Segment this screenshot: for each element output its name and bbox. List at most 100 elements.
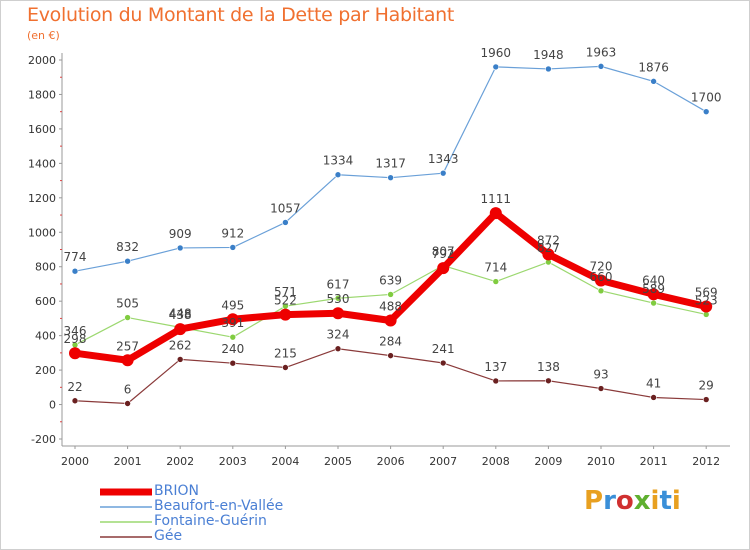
data-point [545,65,552,73]
data-label: 448 [169,306,192,320]
x-tick-label: 2009 [534,455,562,468]
data-label: 298 [64,332,87,346]
chart-unit-label: (en €) [27,29,60,42]
data-label: 1343 [428,152,459,166]
logo-letter: r [603,486,616,516]
data-label: 346 [64,324,87,338]
data-point [650,394,657,401]
data-label: 807 [432,245,455,259]
data-point [334,345,342,353]
data-point [121,354,134,367]
data-label: 488 [379,299,402,313]
x-tick-label: 2004 [271,455,299,468]
data-label: 505 [116,297,139,311]
logo-letter: i [650,486,660,516]
data-point [69,347,81,360]
legend-item-fontaine: Fontaine-Guérin [100,514,283,529]
y-tick-label: 1800 [28,88,56,101]
data-point [647,288,660,301]
logo-letter: i [671,486,681,516]
data-label: 530 [327,292,350,306]
x-tick-label: 2003 [219,455,247,468]
legend-item-beaufort: Beaufort-en-Vallée [100,499,283,514]
data-label: 522 [274,294,297,308]
data-label: 640 [642,273,665,287]
y-tick-label: 1200 [28,192,56,205]
data-point [650,78,657,85]
data-label: 495 [221,298,244,312]
data-label: 137 [484,360,507,374]
data-label: 438 [169,308,192,322]
y-tick-label: 1600 [28,123,56,136]
data-label: 617 [327,277,350,291]
data-label: 22 [67,380,82,394]
data-label: 832 [116,240,139,254]
y-tick-label: 800 [35,261,56,274]
x-tick-label: 2002 [166,455,194,468]
data-point [384,314,397,327]
data-label: 240 [221,342,244,356]
y-tick-label: 400 [35,330,56,343]
data-point [229,359,237,367]
x-tick-label: 2008 [482,455,510,468]
data-label: 1963 [586,45,617,59]
legend-label-fontaine: Fontaine-Guérin [154,513,267,529]
data-point [174,323,187,336]
data-label: 93 [593,368,608,382]
data-label: 41 [646,376,661,390]
legend-label-beaufort: Beaufort-en-Vallée [154,498,284,514]
data-label: 1111 [481,192,512,206]
data-point [387,174,394,181]
data-point [334,171,342,179]
data-point [700,300,713,313]
data-label: 1948 [533,48,564,62]
data-point [124,400,131,407]
data-point [597,385,605,392]
data-point [492,278,500,285]
data-label: 6 [124,383,132,397]
logo-letter: x [633,486,651,516]
x-tick-label: 2001 [114,455,142,468]
data-point [437,262,450,275]
legend-label-gee: Gée [154,528,183,544]
data-point [545,377,552,385]
legend-swatch-beaufort [100,506,152,508]
data-label: 792 [432,247,455,261]
data-label: 1317 [375,157,406,171]
data-point [124,314,131,321]
data-point [332,307,344,320]
data-point [226,313,239,326]
chart-legend: BRION Beaufort-en-Vallée Fontaine-Guérin… [100,484,283,544]
data-label: 571 [274,285,297,299]
legend-swatch-brion [100,488,152,496]
data-point [334,294,342,302]
data-label: 1700 [691,91,722,105]
data-label: 589 [642,282,665,296]
legend-label-brion: BRION [154,483,199,499]
chart-title: Evolution du Montant de la Dette par Hab… [27,4,455,26]
y-tick-label: 0 [49,399,56,412]
data-point [650,299,657,307]
data-label: 215 [274,347,297,361]
data-label: 912 [221,226,244,240]
proxiti-logo: Proxiti [584,486,681,516]
logo-letter: o [615,486,634,516]
data-label: 29 [699,379,714,393]
data-label: 257 [116,339,139,353]
legend-item-gee: Gée [100,529,283,544]
data-label: 720 [590,260,613,274]
data-label: 391 [221,316,244,330]
data-label: 1960 [481,46,512,60]
data-label: 241 [432,342,455,356]
logo-letter: P [584,486,604,516]
data-label: 138 [537,360,560,374]
y-tick-label: 200 [35,364,56,377]
data-point [597,287,605,295]
x-tick-label: 2007 [429,455,457,468]
logo-letter: t [659,486,672,516]
x-tick-label: 2005 [324,455,352,468]
data-point [71,267,79,275]
x-tick-label: 2000 [61,455,89,468]
data-point [702,108,710,115]
data-point [702,396,710,403]
